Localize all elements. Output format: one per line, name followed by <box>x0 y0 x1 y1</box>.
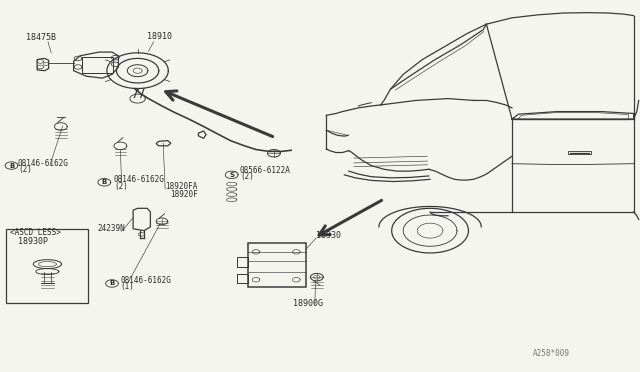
Text: B: B <box>102 179 107 185</box>
Text: 18920FA: 18920FA <box>165 182 198 191</box>
Text: (1): (1) <box>120 282 134 291</box>
Bar <box>237 257 248 267</box>
Bar <box>6 229 88 303</box>
Bar <box>568 151 591 154</box>
Bar <box>82 57 113 73</box>
Text: B: B <box>9 163 14 169</box>
Text: A258*009: A258*009 <box>532 349 570 358</box>
Text: (2): (2) <box>18 165 32 174</box>
Text: 08146-6162G: 08146-6162G <box>120 276 171 285</box>
Text: (2): (2) <box>114 182 128 190</box>
Text: 18910: 18910 <box>147 32 172 41</box>
Text: 18930P: 18930P <box>18 237 48 246</box>
Text: <ASCD LESS>: <ASCD LESS> <box>10 228 60 237</box>
Text: 18900G: 18900G <box>293 299 323 308</box>
Text: 08146-6162G: 08146-6162G <box>18 158 68 167</box>
Bar <box>237 274 248 283</box>
Text: 24239N: 24239N <box>97 224 125 233</box>
Text: 18930: 18930 <box>316 231 341 240</box>
Text: 18475B: 18475B <box>26 33 56 42</box>
Text: 08566-6122A: 08566-6122A <box>240 166 291 175</box>
Bar <box>248 243 306 287</box>
Text: 18920F: 18920F <box>170 190 198 199</box>
Text: B: B <box>109 280 115 286</box>
Text: (2): (2) <box>240 172 254 181</box>
Text: 08146-6162G: 08146-6162G <box>114 175 164 184</box>
Text: S: S <box>229 172 234 178</box>
